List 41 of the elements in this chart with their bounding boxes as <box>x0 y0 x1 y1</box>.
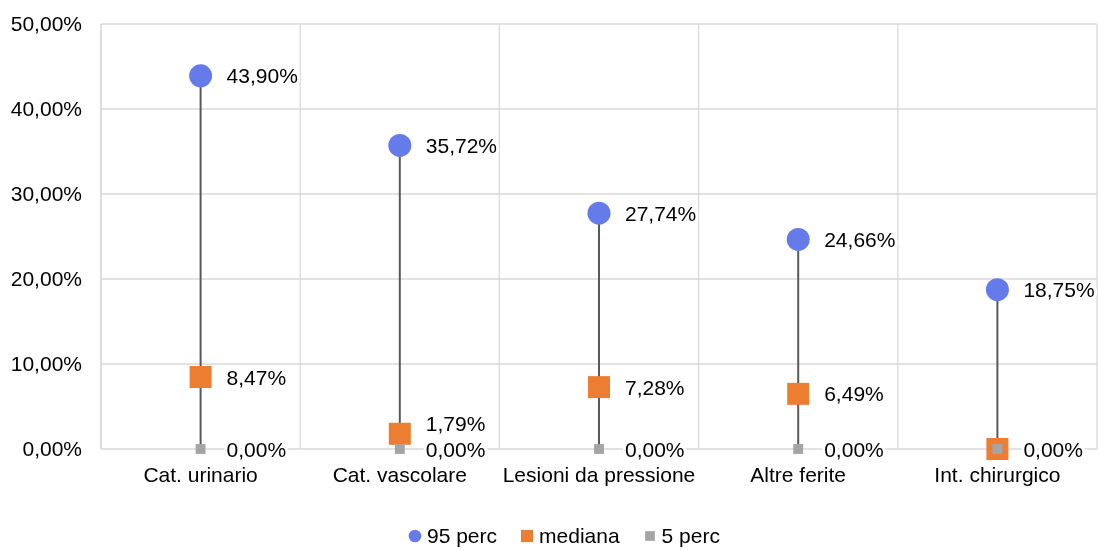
data-label: 0,00% <box>625 437 685 461</box>
data-label: 0,00% <box>824 437 884 461</box>
x-tick-label: Cat. vascolare <box>332 462 467 486</box>
y-tick-label: 30,00% <box>10 182 82 206</box>
x-tick-label: Cat. urinario <box>143 462 258 486</box>
point <box>388 133 412 157</box>
data-label: 43,90% <box>226 64 298 88</box>
x-tick-label: Lesioni da pressione <box>502 462 696 486</box>
data-label: 18,75% <box>1023 278 1095 302</box>
point <box>786 227 810 251</box>
legend-label: 5 perc <box>661 524 720 548</box>
legend-label: 95 perc <box>427 524 498 548</box>
data-label: 27,74% <box>625 201 697 225</box>
point <box>985 278 1009 302</box>
point <box>587 201 611 225</box>
data-label: 0,00% <box>226 437 287 461</box>
point <box>189 64 213 88</box>
y-tick-label: 10,00% <box>10 352 82 376</box>
data-label: 35,72% <box>425 133 498 157</box>
data-label: 0,00% <box>1023 437 1083 461</box>
point <box>388 422 411 445</box>
point <box>588 376 610 399</box>
y-tick-label: 20,00% <box>10 267 82 291</box>
y-tick-label: 50,00% <box>10 12 82 36</box>
data-label: 1,79% <box>425 411 486 435</box>
point <box>394 444 405 454</box>
data-label: 8,47% <box>226 365 287 389</box>
x-tick-label: Altre ferite <box>750 462 847 486</box>
y-tick-label: 40,00% <box>10 97 82 121</box>
data-label: 0,00% <box>425 437 486 461</box>
point <box>787 382 810 405</box>
x-tick-label: Int. chirurgico <box>934 462 1061 486</box>
legend-label: mediana <box>539 524 620 548</box>
point <box>594 444 604 454</box>
point <box>189 366 212 389</box>
data-label: 24,66% <box>824 227 896 251</box>
y-tick-label: 0,00% <box>22 437 82 461</box>
point <box>195 444 206 454</box>
data-label: 7,28% <box>625 375 685 399</box>
data-label: 6,49% <box>824 382 884 406</box>
point <box>793 444 804 454</box>
